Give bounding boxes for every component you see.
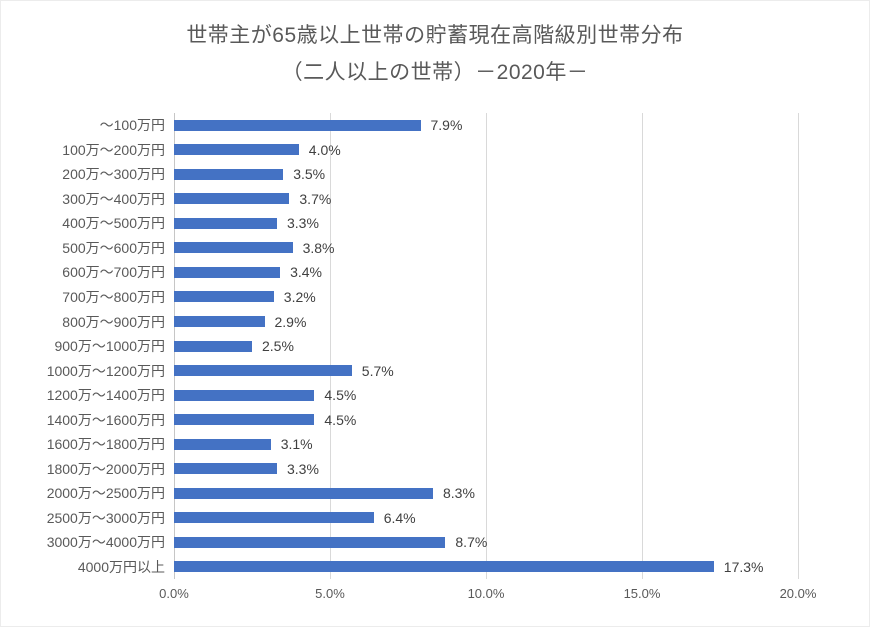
category-label: 1200万～1400万円: [46, 387, 165, 404]
bar-row: 1200万～1400万円 4.5%: [1, 383, 869, 408]
category-label: 3000万～4000万円: [46, 534, 165, 551]
value-label: 3.3%: [287, 215, 319, 232]
value-label: 3.5%: [293, 166, 326, 183]
value-label: 5.7%: [361, 362, 394, 379]
value-label: 3.1%: [280, 436, 313, 453]
bar: [174, 487, 433, 499]
value-label: 17.3%: [723, 558, 764, 575]
bar: [174, 414, 315, 426]
bar: [174, 242, 293, 254]
category-label: 1600万～1800万円: [46, 436, 165, 453]
category-label: 300万～400万円: [62, 190, 165, 207]
value-label: 3.2%: [283, 288, 316, 305]
bar-row: ～100万円 7.9%: [1, 113, 869, 138]
value-label: 3.7%: [299, 190, 332, 207]
category-label: 1400万～1600万円: [46, 411, 165, 428]
value-label: 4.5%: [324, 387, 357, 404]
bar-row: 700万～800万円 3.2%: [1, 285, 869, 310]
bar-row: 100万～200万円 4.0%: [1, 138, 869, 163]
value-label: 6.4%: [383, 509, 416, 526]
bar-row: 600万～700万円 3.4%: [1, 260, 869, 285]
bar: [174, 512, 374, 524]
x-axis-tick-label: 15.0%: [623, 586, 661, 601]
bar: [174, 291, 274, 303]
bar-row: 200万～300万円 3.5%: [1, 162, 869, 187]
bar: [174, 316, 265, 328]
bar: [174, 119, 421, 131]
bar: [174, 217, 277, 229]
bar: [174, 144, 299, 156]
gridline: [486, 113, 487, 579]
bar: [174, 561, 714, 573]
chart-title: 世帯主が65歳以上世帯の貯蓄現在高階級別世帯分布 （二人以上の世帯）－2020年…: [1, 17, 869, 91]
value-label: 3.4%: [290, 264, 323, 281]
category-label: 900万～1000万円: [54, 338, 165, 355]
category-label: 2000万～2500万円: [46, 485, 165, 502]
bar-row: 400万～500万円 3.3%: [1, 211, 869, 236]
x-axis-tick-label: 5.0%: [315, 586, 345, 601]
bar: [174, 536, 446, 548]
bar-row: 1400万～1600万円 4.5%: [1, 407, 869, 432]
bar: [174, 389, 315, 401]
category-label: 100万～200万円: [62, 141, 165, 158]
bar-row: 900万～1000万円 2.5%: [1, 334, 869, 359]
category-label: 700万～800万円: [62, 288, 165, 305]
category-label: 200万～300万円: [62, 166, 165, 183]
bar-row: 1600万～1800万円 3.1%: [1, 432, 869, 457]
category-label: 4000万円以上: [77, 558, 165, 575]
value-label: 4.0%: [308, 141, 341, 158]
bar-row: 2500万～3000万円 6.4%: [1, 506, 869, 531]
gridline: [798, 113, 799, 579]
bar-row: 2000万～2500万円 8.3%: [1, 481, 869, 506]
value-label: 2.5%: [262, 338, 294, 355]
bar: [174, 340, 252, 352]
bar-row: 4000万円以上 17.3%: [1, 555, 869, 580]
value-label: 3.3%: [287, 460, 319, 477]
bar: [174, 193, 290, 205]
bar: [174, 365, 352, 377]
bar: [174, 168, 284, 180]
x-axis-tick-label: 20.0%: [779, 586, 817, 601]
category-label: 1000万～1200万円: [46, 362, 165, 379]
value-label: 8.7%: [455, 534, 488, 551]
bar-row: 1800万～2000万円 3.3%: [1, 456, 869, 481]
category-label: 500万～600万円: [62, 239, 165, 256]
value-label: 2.9%: [274, 313, 307, 330]
value-label: 4.5%: [324, 411, 357, 428]
x-axis-labels: 0.0% 5.0% 10.0% 15.0% 20.0%: [159, 586, 816, 606]
category-label: 2500万～3000万円: [46, 509, 165, 526]
bar: [174, 266, 281, 278]
value-label: 3.8%: [302, 239, 335, 256]
x-axis-tick-label: 10.0%: [467, 586, 505, 601]
x-axis-tick-label: 0.0%: [159, 586, 189, 601]
category-label: 600万～700万円: [62, 264, 165, 281]
bar-row: 1000万～1200万円 5.7%: [1, 358, 869, 383]
gridline: [330, 113, 331, 579]
gridline: [642, 113, 643, 579]
bar: [174, 438, 271, 450]
chart-title-line1: 世帯主が65歳以上世帯の貯蓄現在高階級別世帯分布: [186, 24, 684, 47]
bar-row: 500万～600万円 3.8%: [1, 236, 869, 261]
category-label: 400万～500万円: [62, 215, 165, 232]
bar-rows: ～100万円 7.9% 100万～200万円 4.0% 200万～300万円 3.5% 30…: [1, 113, 869, 580]
category-label: ～100万円: [99, 117, 165, 134]
category-label: 800万～900万円: [62, 313, 165, 330]
bar-row: 300万～400万円 3.7%: [1, 187, 869, 212]
bar: [174, 463, 277, 475]
value-label: 7.9%: [430, 117, 463, 134]
chart-title-line2: （二人以上の世帯）－2020年－: [281, 61, 589, 84]
value-label: 8.3%: [443, 485, 475, 502]
bar-row: 3000万～4000万円 8.7%: [1, 530, 869, 555]
category-label: 1800万～2000万円: [46, 460, 165, 477]
bar-row: 800万～900万円 2.9%: [1, 309, 869, 334]
